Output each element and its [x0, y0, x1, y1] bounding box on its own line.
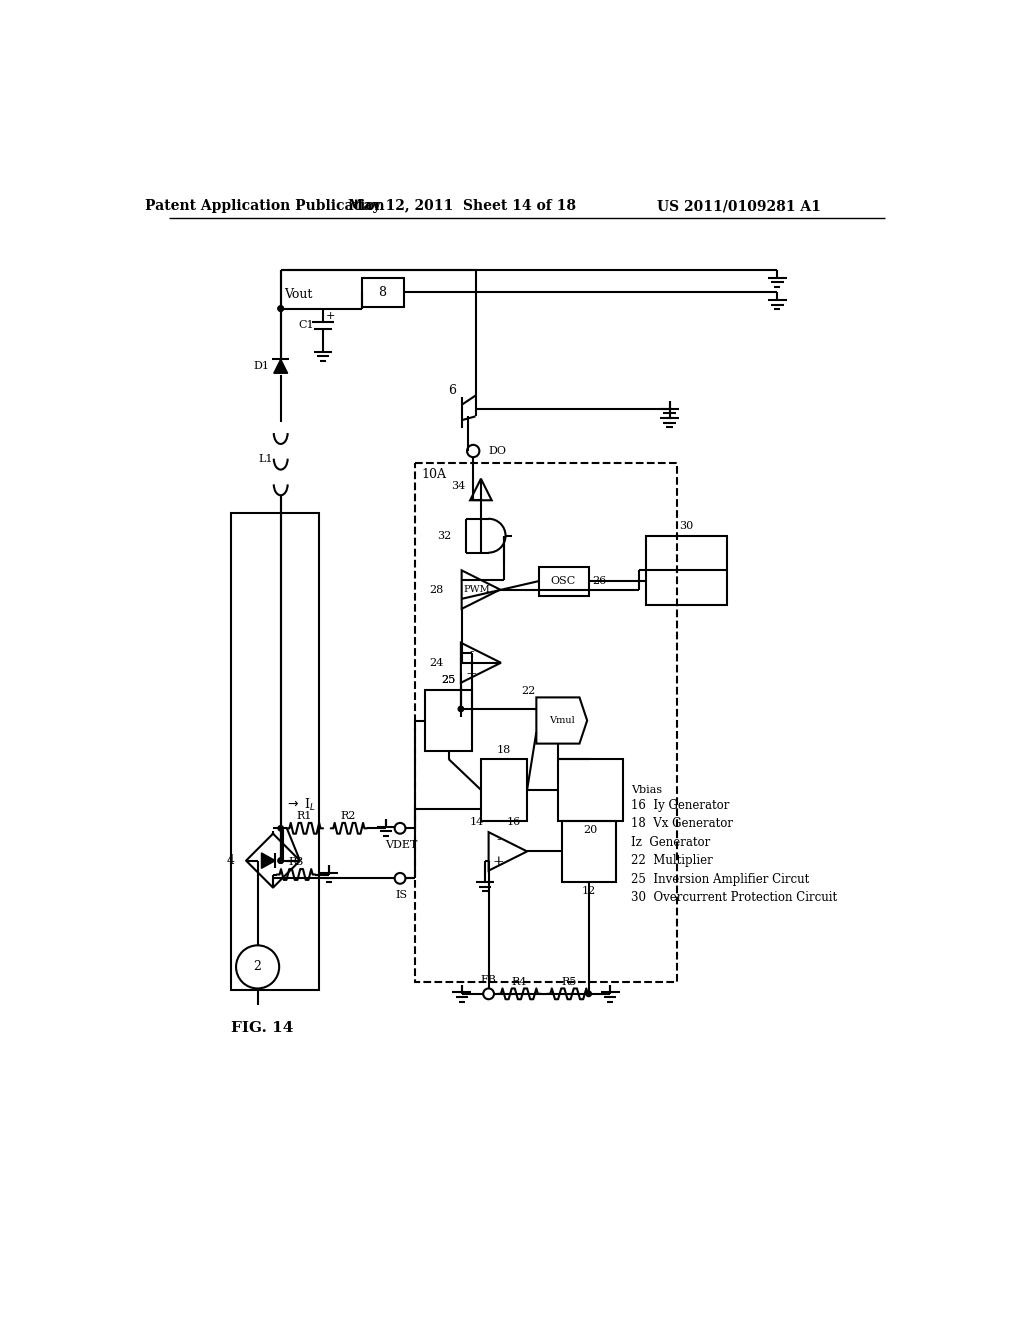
Text: 8: 8 — [378, 286, 386, 298]
Text: 32: 32 — [437, 531, 452, 541]
Text: FIG. 14: FIG. 14 — [230, 1022, 293, 1035]
Circle shape — [458, 706, 464, 711]
Text: PWM: PWM — [464, 585, 490, 594]
Text: 6: 6 — [449, 384, 457, 397]
Circle shape — [586, 991, 592, 997]
Text: 20: 20 — [583, 825, 597, 834]
Text: 16  Iy Generator: 16 Iy Generator — [631, 799, 729, 812]
Bar — [481, 759, 527, 821]
Text: 24: 24 — [429, 657, 443, 668]
Text: Vout: Vout — [285, 288, 313, 301]
Bar — [425, 689, 472, 751]
Text: Patent Application Publication: Patent Application Publication — [145, 199, 385, 213]
Text: D1: D1 — [254, 362, 269, 371]
Circle shape — [278, 306, 284, 312]
Bar — [361, 277, 403, 308]
Text: 26: 26 — [593, 576, 607, 586]
Text: 30  Overcurrent Protection Circuit: 30 Overcurrent Protection Circuit — [631, 891, 838, 904]
Text: Vmul: Vmul — [549, 715, 574, 725]
Text: FB: FB — [480, 975, 497, 985]
Text: +: + — [466, 667, 477, 681]
Text: 22: 22 — [521, 686, 536, 696]
Text: 25: 25 — [441, 676, 456, 685]
Text: 34: 34 — [451, 480, 465, 491]
Text: DO: DO — [488, 446, 507, 455]
Polygon shape — [273, 359, 288, 374]
Bar — [558, 759, 624, 821]
Text: May 12, 2011  Sheet 14 of 18: May 12, 2011 Sheet 14 of 18 — [348, 199, 575, 213]
Text: +: + — [493, 855, 505, 869]
Text: 30: 30 — [679, 521, 693, 532]
Text: C1: C1 — [298, 321, 314, 330]
Text: R5: R5 — [561, 977, 577, 986]
Text: 18: 18 — [497, 744, 511, 755]
Text: R1: R1 — [297, 810, 312, 821]
Text: R3: R3 — [289, 857, 304, 867]
Text: +: + — [326, 312, 335, 321]
Text: 22  Multiplier: 22 Multiplier — [631, 854, 713, 867]
Bar — [646, 536, 727, 605]
Text: R4: R4 — [512, 977, 527, 986]
Text: 28: 28 — [429, 585, 443, 594]
Text: 25  Inversion Amplifier Circut: 25 Inversion Amplifier Circut — [631, 873, 809, 886]
Bar — [562, 821, 615, 882]
Text: OSC: OSC — [551, 576, 575, 586]
Text: Iz  Generator: Iz Generator — [631, 836, 711, 849]
Bar — [230, 512, 319, 990]
Circle shape — [278, 858, 284, 863]
Text: $\rightarrow$ I$_L$: $\rightarrow$ I$_L$ — [285, 797, 315, 813]
Circle shape — [278, 858, 284, 863]
Text: L1: L1 — [258, 454, 272, 463]
Text: IS: IS — [395, 890, 408, 900]
Bar — [416, 462, 677, 982]
Text: 12: 12 — [582, 887, 596, 896]
Text: 18  Vx Generator: 18 Vx Generator — [631, 817, 733, 830]
Text: Vbias: Vbias — [631, 785, 663, 795]
Polygon shape — [261, 853, 275, 869]
Text: US 2011/0109281 A1: US 2011/0109281 A1 — [657, 199, 821, 213]
Text: 10A: 10A — [422, 467, 446, 480]
Text: -: - — [469, 645, 474, 659]
Text: 4: 4 — [226, 854, 234, 867]
Circle shape — [278, 825, 284, 832]
Text: 25: 25 — [441, 676, 456, 685]
Text: -: - — [497, 834, 501, 847]
Text: 16: 16 — [507, 817, 521, 828]
Text: VDET: VDET — [385, 841, 418, 850]
Text: 2: 2 — [254, 961, 261, 973]
Text: 14: 14 — [470, 817, 484, 828]
Text: R2: R2 — [341, 810, 356, 821]
Circle shape — [278, 306, 284, 312]
Bar — [539, 566, 589, 595]
